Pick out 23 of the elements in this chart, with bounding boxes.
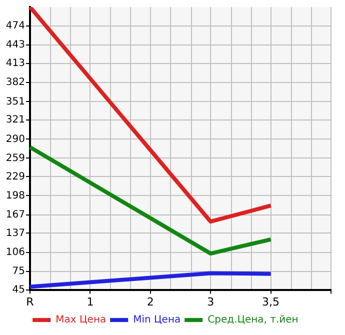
legend-label: Max Цена xyxy=(56,314,106,326)
y-tick-label: 351 xyxy=(6,96,25,108)
y-tick-label: 259 xyxy=(6,152,25,164)
y-tick-label: 413 xyxy=(6,58,25,70)
y-tick-label: 321 xyxy=(6,114,25,126)
y-tick-label: 137 xyxy=(6,228,25,239)
y-tick-label: 75 xyxy=(12,266,25,277)
y-tick-label: 443 xyxy=(6,40,25,51)
x-tick-label: 3,5 xyxy=(262,295,280,308)
x-tick-label: 2 xyxy=(146,295,154,308)
y-tick-label: 167 xyxy=(6,209,25,220)
x-tick-label: 1 xyxy=(86,295,94,308)
y-tick-label: 474 xyxy=(6,20,25,32)
y-tick-label: 229 xyxy=(6,171,25,182)
x-tick-label: R xyxy=(26,295,34,308)
y-tick-label: 290 xyxy=(6,134,25,145)
y-tick-label: 198 xyxy=(6,190,25,202)
legend-label: Сред.Цена, т.йен xyxy=(208,314,298,326)
y-tick-label: 45 xyxy=(12,284,25,296)
y-tick-label: 106 xyxy=(6,246,25,258)
legend-label: Min Цена xyxy=(133,314,181,326)
x-tick-label: 3 xyxy=(207,295,214,308)
y-tick-label: 382 xyxy=(6,77,25,88)
